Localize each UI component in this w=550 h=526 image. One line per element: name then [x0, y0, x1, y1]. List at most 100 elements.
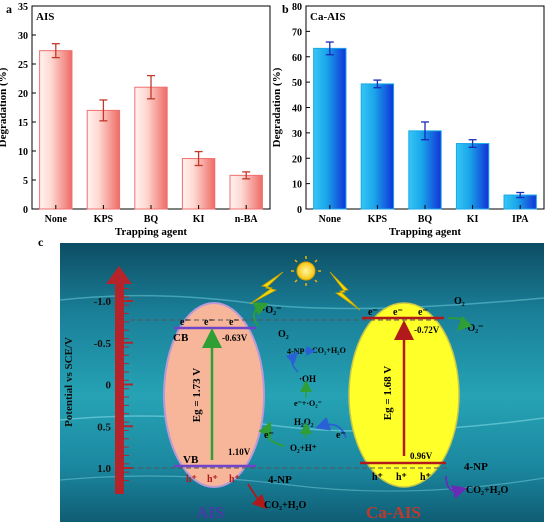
- ca-ais-superoxide: ·O₂⁻: [464, 323, 483, 334]
- ca-ais-hole: h⁺: [372, 472, 383, 483]
- chart-b-bar: [360, 83, 395, 210]
- chart-a-xlabel: Trapping agent: [115, 226, 188, 238]
- chart-b-ytick-label: 80: [292, 2, 302, 13]
- chart-a-bar: [134, 86, 168, 210]
- chart-b: 0 10 20 30 40 50 60 70 80 None KPS BQ KI IPA Trapping …: [271, 2, 545, 238]
- chart-b-category-label: BQ: [418, 214, 433, 225]
- chart-b-ytick-label: 10: [292, 180, 302, 191]
- chart-a-bar: [86, 109, 121, 210]
- potential-tick-label: 0.5: [97, 421, 111, 433]
- right-electron-arrow: [315, 416, 347, 439]
- chart-a-category-label: n-BA: [235, 214, 259, 225]
- ais-np: 4-NP: [268, 474, 292, 486]
- center-e-left: e⁻: [264, 430, 274, 441]
- center-e-right: e⁻: [336, 430, 346, 441]
- chart-a-ytick-label: 15: [18, 118, 28, 129]
- panel-b-label: b: [282, 2, 289, 16]
- chart-b-ytick-label: 50: [292, 78, 302, 89]
- chart-a-category-label: None: [45, 214, 68, 225]
- center-np: 4-NP: [287, 347, 304, 356]
- ca-ais-electron: e⁻: [393, 307, 403, 318]
- chart-a-category-label: BQ: [144, 214, 159, 225]
- chart-a: 0 5 10 15 20 25 30 35 None KPS BQ KI n-BA Trapping ag…: [0, 2, 271, 238]
- center-reaction: e⁻+·O₂⁻: [294, 399, 322, 408]
- chart-b-ylabel: Degradation (%): [271, 67, 283, 147]
- ca-ais-products: CO₂+H₂O: [466, 485, 508, 496]
- ca-ais-o2-arrow: [447, 315, 473, 332]
- ais-vb-potential: 1.10V: [228, 447, 251, 457]
- sun-icon: [291, 256, 321, 286]
- ais-cb-label: CB: [173, 332, 189, 344]
- ais-ellipse: [163, 302, 265, 488]
- panel-a-label: a: [6, 2, 12, 16]
- panel-c-label: c: [38, 235, 44, 249]
- potential-tick-label: -1.0: [94, 296, 112, 308]
- chart-b-title: Ca-AIS: [310, 11, 345, 23]
- ais-electron: e⁻: [180, 317, 190, 328]
- chart-b-category-label: IPA: [512, 214, 529, 225]
- ca-ais-electron: e⁻: [418, 307, 428, 318]
- chart-b-ytick-label: 0: [297, 205, 302, 216]
- ca-ais-oxidation-arrow: [445, 475, 467, 499]
- chart-b-ytick-label: 40: [292, 104, 302, 115]
- ais-hole: h⁺: [186, 474, 197, 485]
- band-diagram: -1.0 -0.5 0 0.5 1.0 Potential vs SCE/V CB VB…: [59, 243, 545, 522]
- chart-b-bar: [408, 130, 442, 210]
- ais-superoxide: ·O₂⁻: [262, 305, 281, 316]
- chart-a-ylabel: Degradation (%): [0, 67, 9, 147]
- chart-a-ytick-label: 25: [18, 60, 28, 71]
- center-products: CO₂+H₂O: [312, 346, 346, 355]
- ais-electron: e⁻: [204, 317, 214, 328]
- ca-ais-vb-potential: 0.96V: [410, 451, 433, 461]
- ca-ais-name: Ca-AIS: [366, 503, 421, 522]
- chart-a-ytick-label: 30: [18, 31, 28, 42]
- ais-hole: h⁺: [207, 474, 218, 485]
- chart-a-ytick-label: 10: [18, 147, 28, 158]
- ca-ais-np: 4-NP: [464, 461, 488, 473]
- ais-electron: e⁻: [229, 317, 239, 328]
- chart-b-category-label: None: [319, 214, 342, 225]
- ais-hole: h⁺: [229, 474, 240, 485]
- ca-ais-gap-label: Eg = 1.68 V: [382, 366, 394, 420]
- ais-name: AIS: [196, 503, 224, 522]
- ais-oxidation-arrow: [247, 483, 268, 510]
- center-o2h: O₂+H⁺: [290, 443, 317, 453]
- center-oh: ·OH: [299, 374, 316, 384]
- chart-b-ytick-label: 20: [292, 154, 302, 165]
- chart-b-ytick-label: 60: [292, 53, 302, 64]
- ca-ais-hole: h⁺: [396, 472, 407, 483]
- ca-ais-cb-potential: -0.72V: [414, 325, 440, 335]
- potential-tick-label: -0.5: [94, 338, 112, 350]
- chart-a-bar: [181, 158, 216, 210]
- center-h2o2: H₂O₂: [294, 417, 314, 427]
- chart-b-bar: [455, 143, 490, 210]
- chart-a-category-label: KPS: [94, 214, 114, 225]
- potential-tick-label: 1.0: [97, 463, 111, 475]
- chart-a-title: AIS: [36, 11, 54, 23]
- ais-vb-label: VB: [183, 454, 199, 466]
- potential-tick-label: 0: [106, 380, 112, 392]
- chart-b-category-label: KPS: [368, 214, 388, 225]
- chart-a-category-label: KI: [193, 214, 205, 225]
- potential-axis-arrowhead: [106, 266, 132, 284]
- chart-b-ytick-label: 70: [292, 27, 302, 38]
- ais-gap-label: Eg = 1.73 V: [191, 368, 203, 422]
- potential-axis: -1.0 -0.5 0 0.5 1.0: [94, 266, 133, 494]
- ais-o2: O₂: [278, 329, 289, 340]
- potential-axis-bar: [115, 282, 124, 494]
- ais-cb-potential: -0.63V: [222, 333, 248, 343]
- chart-a-bar: [39, 50, 73, 210]
- chart-b-bar: [313, 47, 347, 210]
- ca-ais-electron: e⁻: [368, 307, 378, 318]
- ais-products: CO₂+H₂O: [264, 500, 306, 511]
- chart-a-ytick-label: 20: [18, 89, 28, 100]
- ca-ais-o2: O₂: [454, 296, 465, 307]
- chart-b-ytick-label: 30: [292, 129, 302, 140]
- potential-axis-label: Potential vs SCE/V: [63, 337, 75, 427]
- lightning-icon: [249, 271, 284, 305]
- ca-ais-hole: h⁺: [420, 472, 431, 483]
- lightning-icon: [329, 271, 361, 311]
- left-electron-arrow: [258, 421, 285, 447]
- ais-o2-arrow: [252, 302, 269, 327]
